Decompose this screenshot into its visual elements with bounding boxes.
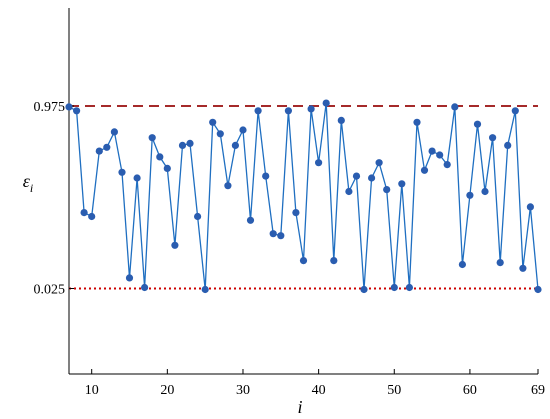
data-point: [201, 285, 209, 294]
data-point: [383, 186, 391, 194]
data-point: [186, 139, 194, 147]
data-point: [352, 172, 361, 180]
data-point: [209, 118, 217, 126]
data-point: [171, 241, 179, 249]
data-point: [156, 153, 164, 161]
data-point: [95, 147, 103, 155]
data-point: [88, 212, 96, 221]
data-point: [360, 285, 368, 294]
data-point: [246, 216, 255, 224]
data-point: [141, 283, 149, 292]
data-point: [496, 259, 504, 267]
data-point: [110, 128, 118, 136]
data-point: [375, 159, 383, 167]
x-ticks: 10 20 30 40 50 60 69: [85, 369, 545, 398]
data-point: [481, 187, 489, 196]
data-point: [511, 107, 519, 115]
data-point: [420, 166, 429, 174]
data-point: [534, 285, 542, 294]
data-point: [466, 191, 474, 199]
data-point: [103, 143, 111, 151]
data-point: [194, 212, 202, 221]
x-tick-label: 50: [387, 383, 401, 398]
data-point: [216, 130, 224, 138]
x-axis-label: i: [297, 397, 302, 417]
data-point: [443, 161, 451, 169]
x-tick-label: 10: [85, 383, 99, 398]
plot-frame: [69, 8, 538, 374]
data-point: [405, 283, 413, 292]
data-point: [262, 172, 270, 180]
y-axis-label: εi: [23, 171, 33, 195]
data-point: [330, 257, 338, 265]
data-point: [398, 180, 406, 188]
data-point: [224, 182, 232, 190]
data-point: [315, 159, 323, 167]
data-point: [148, 134, 156, 142]
plot-area: 10 20 30 40 50 60 69 0.025 0.975: [34, 8, 545, 398]
x-tick-label: 30: [236, 383, 250, 398]
data-point: [284, 107, 292, 115]
data-point: [368, 174, 376, 182]
data-point: [254, 107, 262, 115]
data-point: [80, 209, 88, 217]
data-point: [239, 126, 247, 134]
y-axis-label-base: ε: [23, 171, 31, 191]
data-point: [436, 151, 444, 159]
data-point: [163, 164, 171, 172]
x-tick-label: 60: [463, 383, 477, 398]
data-point: [73, 107, 81, 115]
data-point: [519, 264, 527, 272]
data-point: [231, 141, 239, 149]
data-point: [526, 203, 535, 211]
data-point: [458, 260, 466, 269]
data-point: [65, 103, 73, 111]
data-point: [178, 141, 187, 149]
data-point: [125, 274, 134, 282]
data-point: [118, 168, 126, 176]
data-point: [451, 103, 459, 111]
data-point: [504, 141, 512, 149]
data-point: [428, 147, 436, 155]
data-point: [413, 118, 421, 126]
data-point: [473, 120, 482, 128]
data-point: [337, 116, 345, 124]
x-tick-label: 69: [531, 383, 545, 398]
y-ticks: 0.025 0.975: [34, 100, 74, 298]
data-point: [322, 99, 330, 107]
data-point: [345, 187, 353, 196]
y-tick-label: 0.025: [34, 283, 66, 298]
data-point: [292, 209, 300, 217]
x-tick-label: 20: [160, 383, 174, 398]
data-point: [269, 230, 277, 238]
data-point: [299, 257, 308, 265]
y-axis-label-sub: i: [30, 181, 33, 195]
data-point: [133, 174, 141, 182]
y-tick-label: 0.975: [34, 100, 66, 115]
data-point: [489, 134, 497, 142]
data-point: [277, 232, 285, 240]
data-point: [390, 283, 398, 292]
x-tick-label: 40: [312, 383, 326, 398]
data-point: [307, 105, 315, 113]
series-markers: [65, 99, 542, 294]
